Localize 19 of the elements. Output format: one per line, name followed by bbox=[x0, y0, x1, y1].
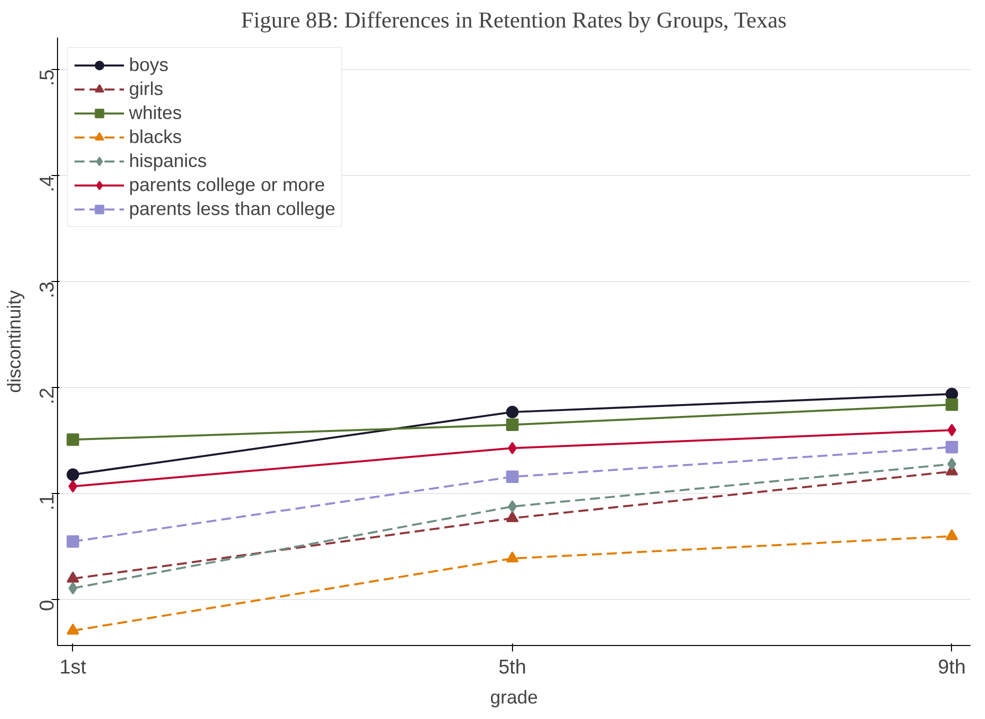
x-tick-label: 9th bbox=[938, 656, 966, 678]
legend-label: boys bbox=[129, 54, 168, 76]
x-tick-label: 5th bbox=[498, 656, 526, 678]
y-tick-label: 0 bbox=[36, 600, 58, 611]
legend-label: parents college or more bbox=[129, 174, 325, 196]
x-tick-label: 1st bbox=[60, 656, 87, 678]
legend-label: hispanics bbox=[129, 150, 207, 172]
legend-label: whites bbox=[129, 102, 182, 124]
legend-label: girls bbox=[129, 78, 164, 100]
y-tick-label: .4 bbox=[36, 175, 58, 192]
y-tick-label: .2 bbox=[36, 388, 58, 404]
legend-label: blacks bbox=[129, 126, 182, 148]
y-tick-label: .1 bbox=[36, 494, 58, 510]
y-tick-label: .5 bbox=[36, 69, 58, 86]
x-axis-title: grade bbox=[490, 686, 538, 708]
y-tick-label: .3 bbox=[36, 282, 58, 298]
chart-title: Figure 8B: Differences in Retention Rates by Groups, Texas bbox=[240, 8, 787, 32]
y-axis-title: discontinuity bbox=[4, 289, 24, 393]
legend-label: parents less than college bbox=[129, 198, 336, 220]
